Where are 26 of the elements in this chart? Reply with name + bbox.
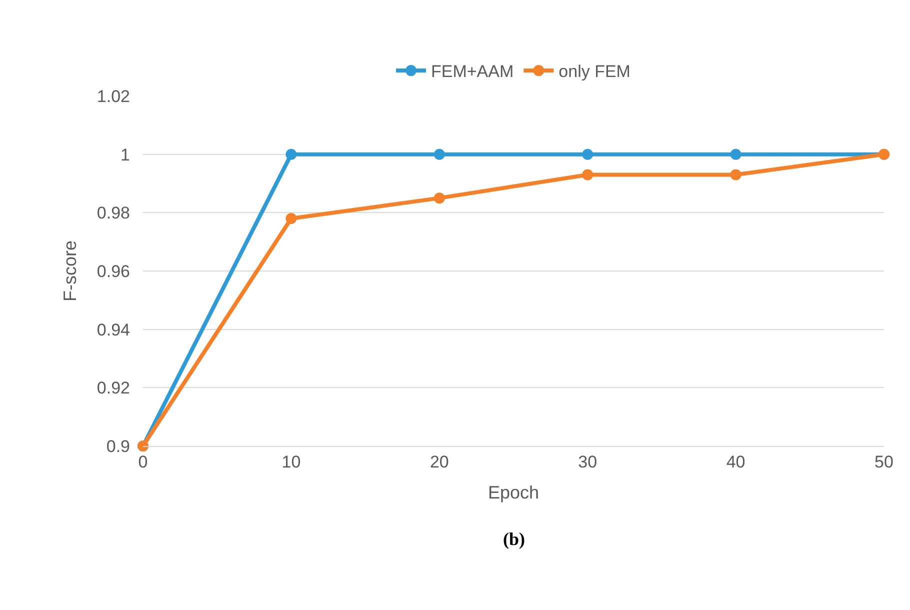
y-tick-label: 0.98 [96, 204, 130, 223]
point [582, 169, 594, 180]
x-tick-label: 50 [874, 452, 894, 472]
x-tick-label: 20 [430, 452, 449, 472]
point [286, 213, 297, 224]
x-axis-title: Epoch [488, 482, 540, 502]
y-tick-label: 0.9 [106, 436, 130, 456]
point [582, 148, 594, 160]
point [730, 169, 742, 180]
x-tick-label: 0 [138, 452, 148, 472]
y-axis-title: F-score [60, 240, 80, 302]
y-tick-label: 1 [120, 145, 130, 164]
point [434, 192, 445, 204]
point [434, 148, 445, 160]
legend-label: only FEM [558, 62, 630, 82]
x-tick-label: 40 [726, 452, 746, 472]
x-tick-label: 10 [282, 452, 301, 472]
x-tick-label: 30 [578, 452, 598, 472]
y-tick-label: 0.94 [96, 320, 130, 340]
text: (b) [503, 529, 526, 549]
point [730, 148, 742, 160]
y-tick-label: 1.02 [96, 86, 130, 106]
y-tick-label: 0.96 [96, 262, 130, 281]
legend-label: FEM+AAM [431, 62, 514, 82]
y-tick-label: 0.92 [96, 378, 130, 398]
point [286, 148, 297, 160]
